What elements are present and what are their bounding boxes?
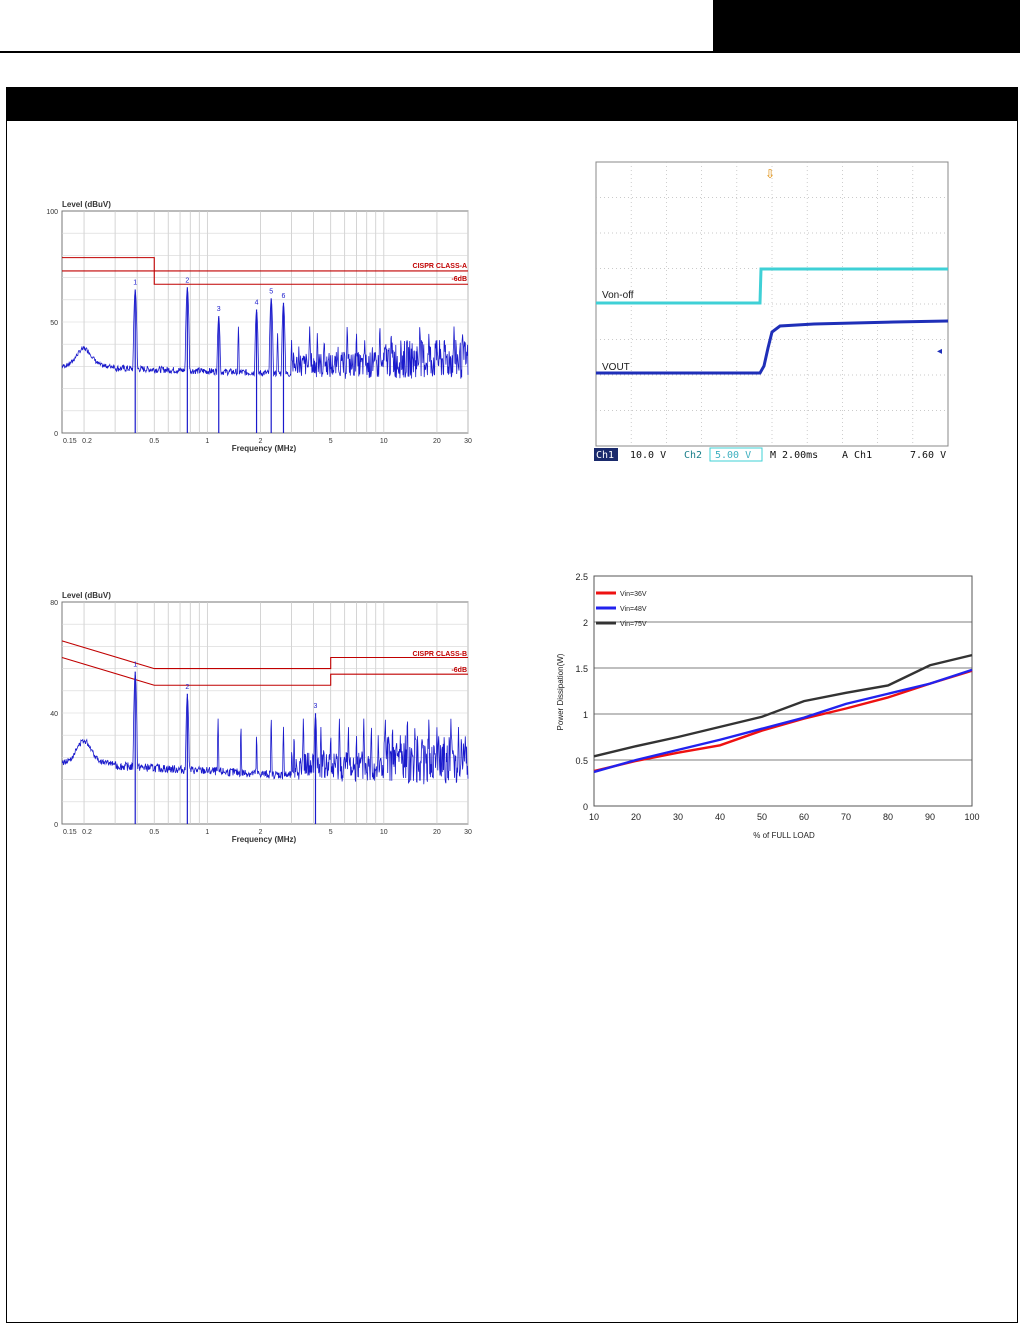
x-tick-label: 90 [925,812,935,822]
scope-status-bar: Ch1 10.0 V Ch2 5.00 V M 2.00ms A Ch1 7.6… [594,447,946,462]
peak-label: 3 [314,703,318,710]
y-tick-label: 50 [50,320,58,327]
x-tick-label: 0.15 [63,438,77,445]
x-tick-label: 70 [841,812,851,822]
vout-label: VOUT [602,362,630,373]
peak-label: 5 [269,288,273,295]
legend-entry: Vin=75V [620,621,647,628]
x-axis-label: Frequency (MHz) [232,835,297,844]
limit-line [61,656,468,686]
header-tab [713,0,1020,52]
y-tick-label: 40 [50,711,58,718]
y-tick-label: 0 [54,822,58,829]
y-axis-label: Level (dBuV) [62,200,111,209]
spectrum-trace [61,674,469,785]
limit-line [61,640,468,670]
limit-line [62,270,468,285]
x-tick-label: 1 [205,438,209,445]
x-tick-label: 50 [757,812,767,822]
header-rule [0,51,1020,53]
x-tick-label: 0.2 [82,829,92,836]
y-tick-label: 1 [583,710,588,720]
emi-class-a-chart: 1 2 3 4 5 6 0.15 0.2 0.5 1 2 5 10 20 30 0 50 100 Level (… [46,200,472,453]
x-tick-label: 0.2 [82,438,92,445]
peak-label: 4 [255,299,259,306]
x-tick-label: 30 [464,829,472,836]
peak-label: 6 [282,293,286,300]
x-axis-label: Frequency (MHz) [232,444,297,453]
x-tick-label: 20 [433,438,441,445]
x-tick-label: 5 [329,438,333,445]
peak-label: 2 [185,684,189,691]
y-axis-label: Level (dBuV) [62,591,111,600]
y-tick-label: 80 [50,600,58,607]
y-tick-label: 0.5 [575,756,588,766]
scope-screenshot: ⇩ ◂ Von-off VOUT Ch1 10.0 V Ch2 5.00 V M… [594,161,949,462]
ch2-badge: Ch2 [684,450,702,461]
content-frame [6,87,1018,1323]
peak-label: 2 [185,277,189,284]
plot-area [593,575,973,807]
trigger-source: A Ch1 [842,450,872,461]
x-tick-label: 10 [380,438,388,445]
x-tick-label: 60 [799,812,809,822]
x-tick-label: 10 [589,812,599,822]
limit-label-primary: CISPR CLASS-B [413,651,467,658]
timebase: M 2.00ms [770,450,818,461]
limit-line [62,257,468,272]
x-tick-label: 5 [329,829,333,836]
peak-label: 1 [133,662,137,669]
x-tick-label: 30 [673,812,683,822]
y-tick-label: 100 [46,209,58,216]
emi-class-b-chart: 1 2 3 0.15 0.2 0.5 1 2 5 10 20 30 0 40 80 Level (dBuV… [50,591,472,844]
ch1-badge: Ch1 [596,450,614,461]
x-tick-label: 10 [380,829,388,836]
y-tick-label: 0 [54,431,58,438]
x-tick-label: 100 [964,812,979,822]
trigger-level: 7.60 V [910,450,946,461]
legend-entry: Vin=36V [620,591,647,598]
peak-label: 3 [217,306,221,313]
series-line [593,653,973,758]
legend: Vin=36V Vin=48V Vin=75V [596,591,647,628]
limit-label-margin: -6dB [451,667,467,674]
x-tick-label: 2 [259,829,263,836]
x-axis-label: % of FULL LOAD [753,831,815,840]
von-off-label: Von-off [602,290,634,301]
x-tick-label: 0.5 [149,829,159,836]
series-line [593,669,973,773]
power-dissipation-chart: 10 20 30 40 50 60 70 80 90 100 0 0.5 1 1.5 2 2.5 % of F… [556,572,980,840]
ch2-scale: 5.00 V [715,450,751,461]
y-axis-label: Power Dissipation(W) [556,653,565,730]
x-tick-label: 30 [464,438,472,445]
y-tick-label: 1.5 [575,664,588,674]
limit-label-primary: CISPR CLASS-A [413,263,467,270]
legend-entry: Vin=48V [620,606,647,613]
peak-label: 1 [133,279,137,286]
y-tick-label: 2 [583,618,588,628]
x-tick-label: 40 [715,812,725,822]
x-tick-label: 20 [631,812,641,822]
limit-label-margin: -6dB [451,276,467,283]
y-tick-label: 0 [583,802,588,812]
vout-trace [596,319,949,375]
spectrum-trace [61,288,469,379]
von-off-trace [596,267,948,305]
x-tick-label: 2 [259,438,263,445]
trigger-marker: ⇩ [765,167,775,181]
x-tick-label: 20 [433,829,441,836]
section-title-bar [7,88,1017,121]
x-tick-label: 0.15 [63,829,77,836]
level-marker: ◂ [937,346,942,357]
x-tick-label: 0.5 [149,438,159,445]
ch1-scale: 10.0 V [630,450,666,461]
series-line [593,668,973,774]
x-tick-label: 80 [883,812,893,822]
x-tick-label: 1 [205,829,209,836]
y-tick-label: 2.5 [575,572,588,582]
